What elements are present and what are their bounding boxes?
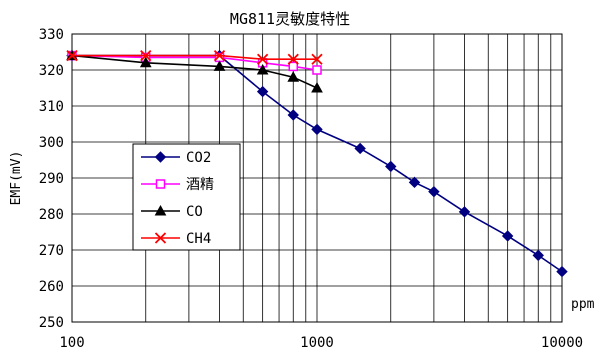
data-point (311, 123, 323, 136)
y-tick-label: 290 (39, 171, 64, 187)
legend-label: 酒精 (186, 177, 214, 193)
y-tick-label: 310 (39, 99, 64, 115)
plot-border (71, 33, 563, 323)
y-tick-label: 320 (39, 63, 64, 79)
data-point (311, 53, 323, 65)
x-tick-label: 1000 (300, 335, 334, 351)
series-layer (66, 49, 568, 278)
data-point (256, 63, 269, 75)
series-line (72, 54, 317, 61)
data-point (287, 71, 300, 82)
y-tick-label: 280 (39, 207, 64, 223)
y-tick-label: 270 (39, 243, 64, 259)
data-point (213, 49, 226, 62)
data-point (532, 249, 544, 262)
legend-label: CH4 (186, 231, 211, 247)
data-point (140, 49, 152, 62)
data-point (354, 142, 366, 155)
data-point (311, 81, 323, 93)
data-point (287, 53, 299, 65)
data-point (257, 53, 269, 65)
y-tick-label: 300 (39, 135, 64, 151)
legend: CO2 酒精 CO CH4 (132, 143, 241, 251)
y-tick-label: 260 (39, 279, 64, 295)
legend-items: CO2 酒精 CO CH4 (141, 150, 214, 247)
data-point (287, 109, 299, 121)
data-point (312, 65, 322, 75)
data-point (139, 56, 152, 68)
legend-marker (154, 204, 167, 216)
data-point (428, 185, 440, 198)
data-point (385, 160, 397, 173)
data-point (256, 85, 269, 98)
y-axis-label: EMF(mV) (9, 151, 24, 206)
data-point (556, 265, 568, 278)
legend-marker (155, 179, 166, 189)
legend-marker (154, 151, 167, 163)
chart-title: MG811灵敏度特性 (230, 10, 350, 28)
legend-label: CO (186, 204, 203, 220)
data-point (501, 230, 514, 242)
x-tick-label: 100 (59, 335, 84, 351)
y-tick-label: 250 (39, 315, 64, 331)
data-point (458, 206, 471, 218)
legend-marker (154, 232, 167, 244)
data-point (288, 61, 299, 72)
x-tick-label: 10000 (541, 335, 583, 351)
data-point (213, 60, 226, 71)
data-point (408, 176, 421, 189)
legend-label: CO2 (186, 150, 211, 166)
legend-box (132, 143, 241, 251)
data-point (66, 49, 78, 62)
axis-layer: 330 320 310 300 290 280 270 260 250 100 1000 10000 (39, 27, 583, 351)
x-unit-label: ppm (571, 297, 595, 312)
y-tick-label: 330 (39, 27, 64, 43)
